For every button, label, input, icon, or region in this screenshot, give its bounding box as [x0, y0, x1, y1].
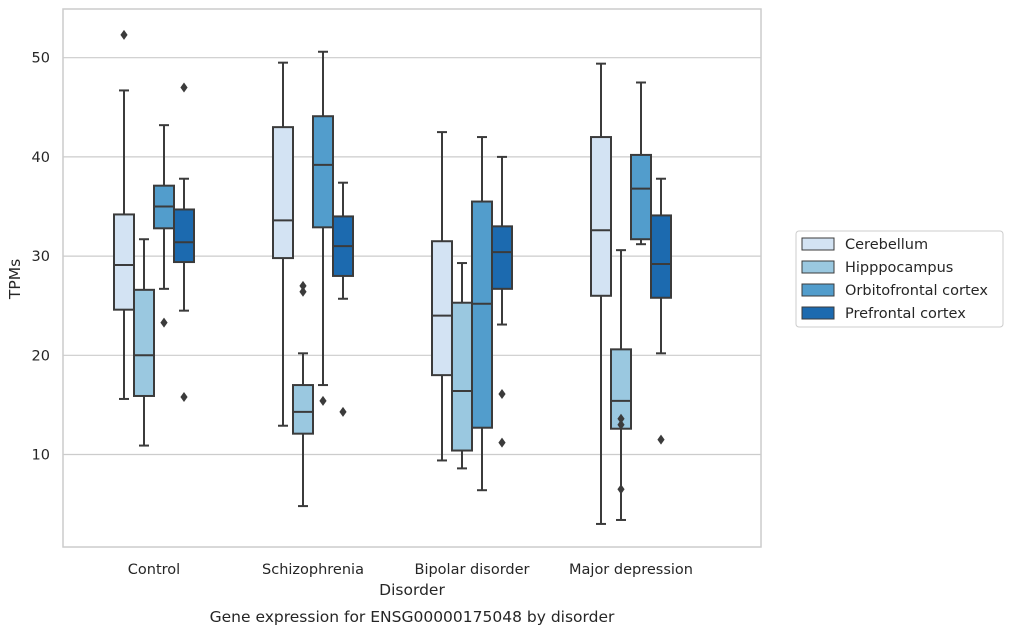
legend-label: Cerebellum [845, 237, 928, 253]
outlier-point [160, 317, 168, 328]
chart-title: Gene expression for ENSG00000175048 by d… [210, 608, 615, 626]
legend-swatch [801, 237, 835, 251]
legend-swatch [801, 260, 835, 274]
box-group [312, 50, 334, 406]
box-iqr [113, 213, 135, 311]
outlier-point [299, 286, 307, 297]
box-group [610, 249, 632, 521]
box-iqr [471, 200, 493, 429]
box-series-group [113, 29, 672, 525]
box-iqr [491, 225, 513, 290]
x-tick-label: Schizophrenia [262, 562, 364, 578]
legend-label: Hipppocampus [845, 260, 953, 276]
box-iqr [133, 288, 155, 397]
box-group [272, 61, 294, 427]
y-axis-label: TPMs [6, 259, 24, 300]
y-tick-label: 30 [32, 249, 50, 265]
box-group [113, 29, 135, 400]
legend-swatch [801, 283, 835, 297]
box-group [630, 81, 652, 246]
box-group [173, 82, 195, 402]
x-tick-labels: Control Schizophrenia Bipolar disorder Majo… [128, 562, 693, 578]
y-tick-label: 50 [32, 51, 50, 67]
box-group [133, 238, 155, 447]
x-tick-label: Bipolar disorder [415, 562, 530, 578]
plot-background [63, 9, 761, 547]
legend-label: Orbitofrontal cortex [845, 283, 988, 299]
box-iqr [451, 301, 473, 452]
y-tick-labels: 10 20 30 40 50 [32, 51, 50, 464]
legend-frame [795, 230, 1004, 328]
box-group [650, 177, 672, 445]
legend-label: Prefrontal cortex [845, 306, 966, 322]
legend: Cerebellum Hipppocampus Orbitofrontal cort… [795, 230, 1004, 328]
outlier-point [617, 484, 625, 495]
box-iqr [292, 384, 314, 435]
plot-frame [62, 8, 762, 548]
outlier-point [498, 388, 506, 399]
box-group [491, 155, 513, 448]
box-iqr [312, 115, 334, 229]
outlier-point [657, 434, 665, 445]
box-iqr [590, 136, 612, 297]
box-iqr [630, 153, 652, 241]
box-group [153, 124, 175, 328]
box-iqr [272, 126, 294, 260]
x-tick-label: Control [128, 562, 180, 578]
outlier-point [498, 437, 506, 448]
y-tick-label: 20 [32, 348, 50, 364]
box-group [332, 181, 354, 417]
box-group [590, 62, 612, 525]
outlier-point [120, 29, 128, 40]
box-group [451, 262, 473, 470]
legend-swatch [801, 306, 835, 320]
outlier-point [617, 413, 625, 424]
box-group [471, 136, 493, 492]
box-group [292, 280, 314, 508]
box-iqr [431, 240, 453, 377]
outlier-point [319, 395, 327, 406]
box-iqr [173, 208, 195, 264]
outlier-point [617, 419, 625, 430]
y-tick-label: 40 [32, 150, 50, 166]
outlier-point [180, 391, 188, 402]
x-axis-label: Disorder [379, 581, 445, 599]
x-tick-label: Major depression [569, 562, 693, 578]
outlier-point [299, 280, 307, 291]
box-iqr [650, 214, 672, 299]
outlier-point [180, 82, 188, 93]
outlier-point [339, 406, 347, 417]
y-tick-label: 10 [32, 448, 50, 464]
